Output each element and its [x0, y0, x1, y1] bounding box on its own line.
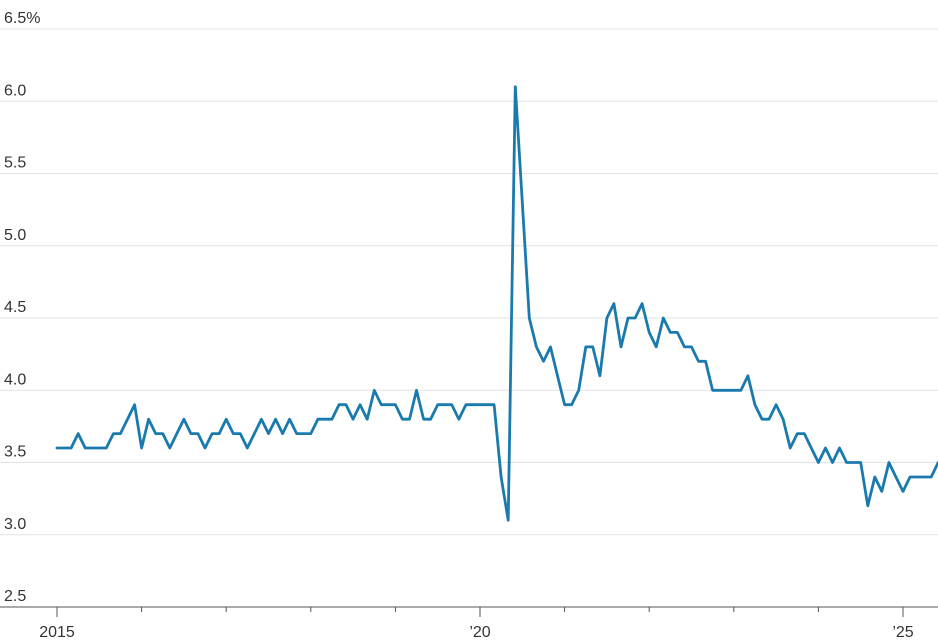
- series-layer: [55, 85, 938, 522]
- y-axis-tick-labels: 6.5% 6.0 5.5 5.0 4.5 4.0 3.5 3.0 2.5: [4, 10, 40, 605]
- y-tick-label: 5.0: [4, 227, 26, 244]
- y-tick-label: 5.5: [4, 155, 26, 172]
- y-tick-label: 4.0: [4, 371, 26, 388]
- y-tick-label: 2.5: [4, 588, 26, 605]
- y-tick-label: 6.0: [4, 82, 26, 99]
- x-tick-label: 2015: [39, 624, 75, 640]
- y-tick-label: 3.0: [4, 516, 26, 533]
- x-tick-label: ’25: [892, 624, 913, 640]
- gridlines: [0, 28, 938, 536]
- x-axis: 2015 ’20 ’25: [0, 606, 938, 640]
- y-tick-label: 4.5: [4, 299, 26, 316]
- series-line: [55, 85, 938, 522]
- x-tick-label: ’20: [469, 624, 490, 640]
- y-tick-label: 3.5: [4, 444, 26, 461]
- y-tick-label: 6.5%: [4, 10, 40, 27]
